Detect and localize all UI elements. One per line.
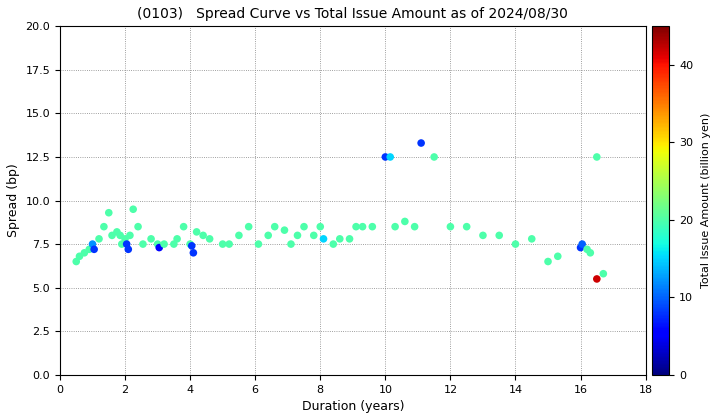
Point xyxy=(379,154,391,160)
Point xyxy=(585,249,596,256)
Point xyxy=(124,232,135,239)
Point xyxy=(315,223,326,230)
Point xyxy=(591,154,603,160)
Point xyxy=(409,223,420,230)
Point xyxy=(178,223,189,230)
Point xyxy=(186,242,197,249)
Point xyxy=(94,236,105,242)
Point xyxy=(191,228,202,235)
Point xyxy=(343,236,355,242)
Point xyxy=(575,244,586,251)
Point xyxy=(253,241,264,247)
Point xyxy=(243,223,254,230)
Point xyxy=(114,232,126,239)
Point xyxy=(428,154,440,160)
Point xyxy=(542,258,554,265)
Point xyxy=(84,246,95,253)
Point xyxy=(71,258,82,265)
Point xyxy=(477,232,489,239)
Point xyxy=(89,246,100,253)
Point xyxy=(197,232,209,239)
Point xyxy=(298,223,310,230)
Point xyxy=(73,253,85,260)
Point xyxy=(351,223,362,230)
Point xyxy=(223,241,235,247)
Y-axis label: Spread (bp): Spread (bp) xyxy=(7,164,20,237)
Point xyxy=(111,228,122,235)
Point xyxy=(269,223,281,230)
Y-axis label: Total Issue Amount (billion yen): Total Issue Amount (billion yen) xyxy=(701,113,711,288)
Point xyxy=(526,236,538,242)
Point xyxy=(217,241,228,247)
Point xyxy=(445,223,456,230)
Point xyxy=(598,270,609,277)
Point xyxy=(122,246,134,253)
Point xyxy=(510,241,521,247)
Point xyxy=(493,232,505,239)
Point xyxy=(292,232,303,239)
Point xyxy=(132,223,144,230)
Title: (0103)   Spread Curve vs Total Issue Amount as of 2024/08/30: (0103) Spread Curve vs Total Issue Amoun… xyxy=(138,7,568,21)
Point xyxy=(153,244,165,251)
Point xyxy=(384,154,396,160)
Point xyxy=(116,241,127,247)
Point xyxy=(98,223,109,230)
Point xyxy=(328,241,339,247)
Point xyxy=(204,236,215,242)
Point xyxy=(279,227,290,234)
Point xyxy=(390,223,401,230)
Point xyxy=(138,241,149,247)
Point xyxy=(263,232,274,239)
Point xyxy=(86,241,98,247)
Point xyxy=(168,241,179,247)
Point xyxy=(285,241,297,247)
Point xyxy=(171,236,183,242)
Point xyxy=(399,218,410,225)
Point xyxy=(581,246,593,253)
Point xyxy=(120,236,131,242)
Point xyxy=(552,253,564,260)
X-axis label: Duration (years): Duration (years) xyxy=(302,400,404,413)
Point xyxy=(145,236,157,242)
Point xyxy=(103,209,114,216)
Point xyxy=(577,241,588,247)
Point xyxy=(366,223,378,230)
Point xyxy=(591,276,603,282)
Point xyxy=(233,232,245,239)
Point xyxy=(107,232,118,239)
Point xyxy=(152,241,163,247)
Point xyxy=(415,140,427,147)
Point xyxy=(318,236,329,242)
Point xyxy=(184,241,196,247)
Point xyxy=(78,249,90,256)
Point xyxy=(121,241,132,247)
Point xyxy=(158,241,170,247)
Point xyxy=(461,223,472,230)
Point xyxy=(334,236,346,242)
Point xyxy=(357,223,369,230)
Point xyxy=(308,232,320,239)
Point xyxy=(127,206,139,213)
Point xyxy=(188,249,199,256)
